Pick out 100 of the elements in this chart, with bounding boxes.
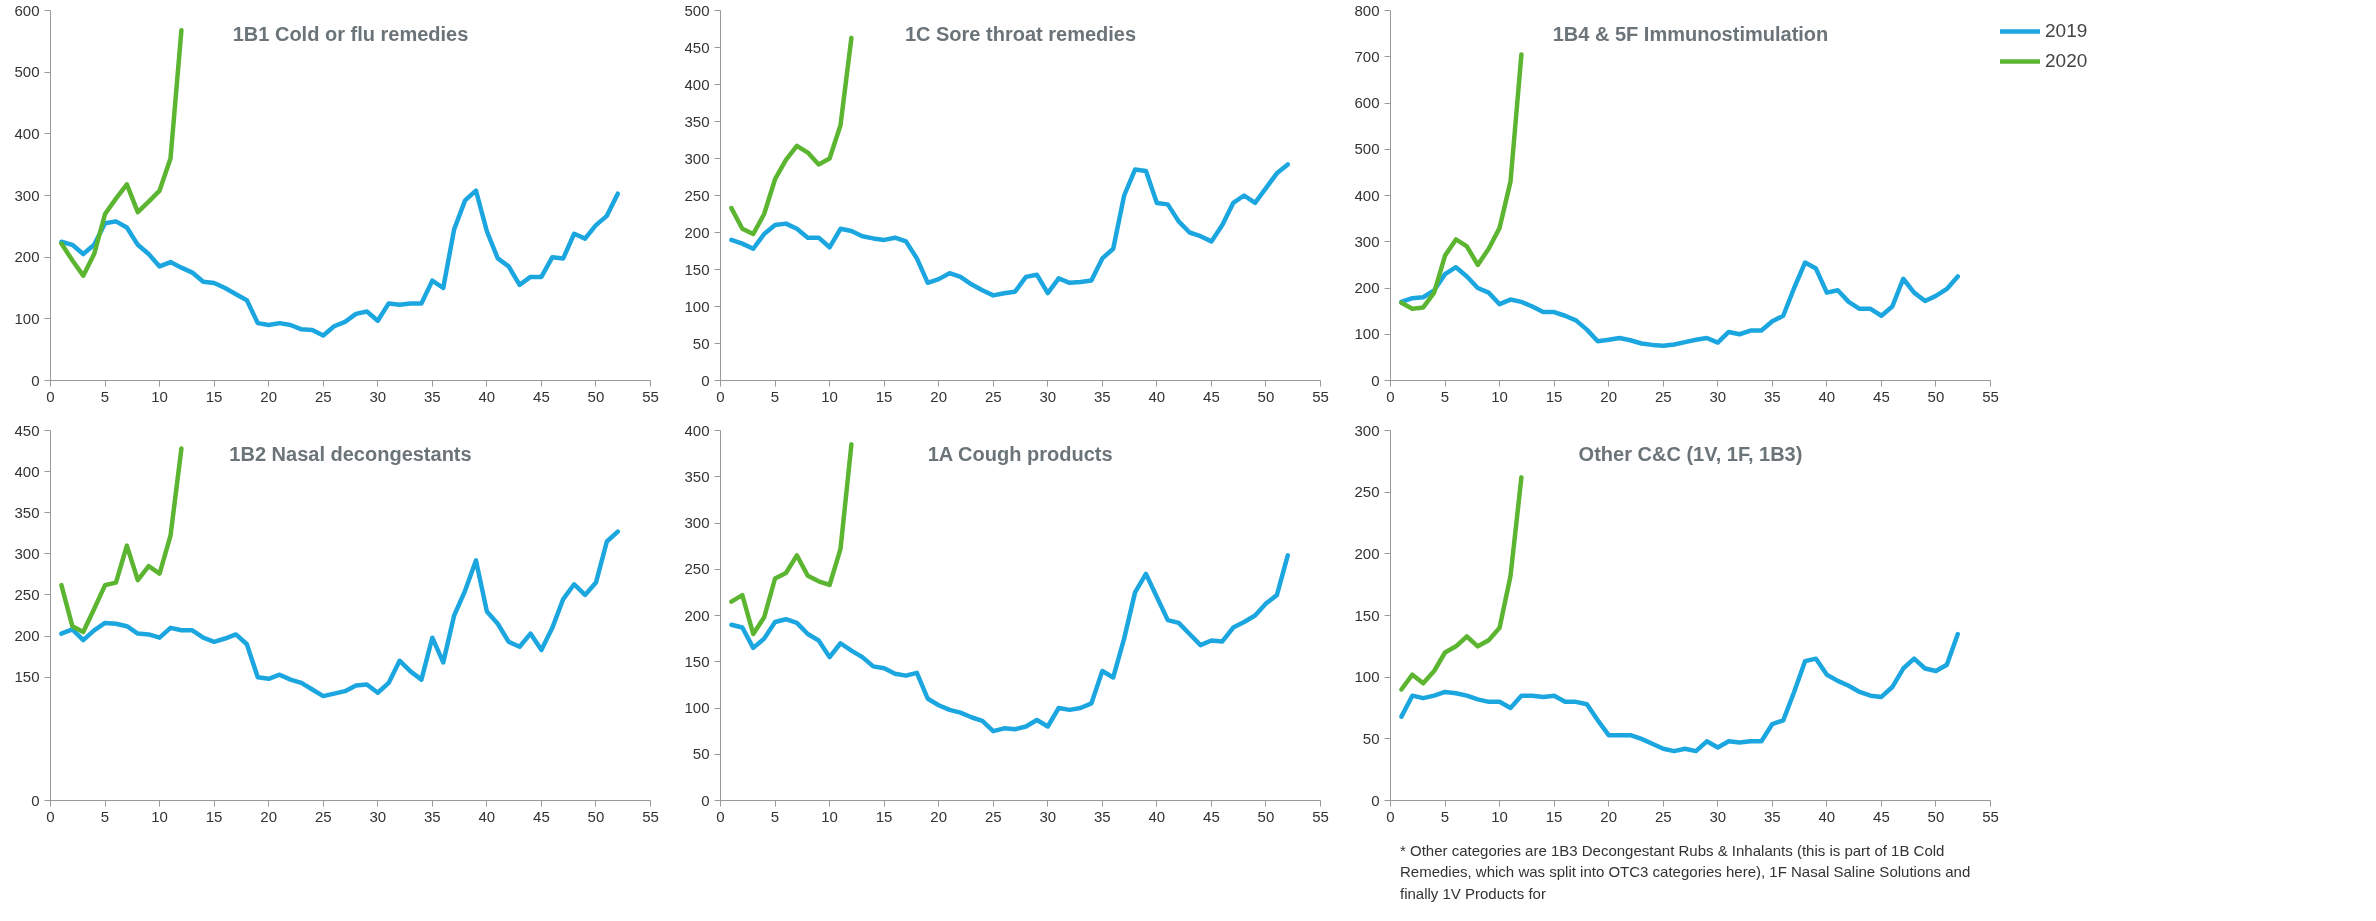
y-tick-label: 300 <box>14 186 40 204</box>
x-tick-label: 50 <box>587 807 605 825</box>
x-tick-label: 30 <box>1039 807 1057 825</box>
y-tick-label: 300 <box>1354 232 1380 250</box>
y-tick-label: 200 <box>1354 544 1380 562</box>
y-tick-label: 300 <box>1354 421 1380 439</box>
x-tick-label: 45 <box>533 807 550 825</box>
y-tick-label: 250 <box>684 186 710 204</box>
x-tick-label: 45 <box>1873 387 1890 405</box>
x-tick-label: 25 <box>984 387 1002 405</box>
line-series <box>1399 260 1961 349</box>
y-tick-label: 0 <box>701 791 710 809</box>
y-tick-label: 300 <box>14 544 40 562</box>
y-tick-label: 250 <box>1354 483 1380 501</box>
x-tick-label: 35 <box>1763 807 1781 825</box>
line-series <box>1399 631 1961 754</box>
x-tick-label: 20 <box>930 807 948 825</box>
line-series <box>729 553 1291 734</box>
y-tick-label: 300 <box>684 514 710 531</box>
text: Other C&C (1V, 1F, 1B3) <box>1578 442 1803 465</box>
x-tick-label: 30 <box>369 807 387 825</box>
x-tick-label: 40 <box>1148 807 1166 825</box>
x-tick-label: 50 <box>1927 807 1945 825</box>
x-tick-label: 10 <box>821 387 838 405</box>
x-tick-label: 10 <box>151 807 168 825</box>
x-tick-label: 55 <box>642 387 659 405</box>
y-tick-label: 500 <box>14 63 40 81</box>
x-tick-label: 0 <box>716 387 725 405</box>
y-tick-label: 0 <box>1371 791 1380 809</box>
line-series <box>729 162 1291 298</box>
y-tick-label: 500 <box>684 1 710 19</box>
y-tick-label: 200 <box>14 627 40 645</box>
x-tick-label: 20 <box>1600 387 1618 405</box>
y-tick-label: 0 <box>31 371 40 389</box>
legend-label: 2020 <box>2045 50 2088 72</box>
y-tick-label: 50 <box>692 334 710 352</box>
text: 1C Sore throat remedies <box>904 22 1137 45</box>
x-tick-label: 50 <box>587 387 605 405</box>
x-tick-label: 0 <box>1386 387 1395 405</box>
y-tick-label: 100 <box>14 309 40 327</box>
line-series <box>729 35 854 237</box>
x-tick-label: 15 <box>875 807 893 825</box>
y-tick-label: 200 <box>14 248 40 266</box>
line-series <box>1399 475 1524 692</box>
x-tick-label: 20 <box>260 807 278 825</box>
x-tick-label: 55 <box>642 807 659 825</box>
x-tick-label: 5 <box>100 807 110 825</box>
x-tick-label: 10 <box>821 807 838 825</box>
y-tick-label: 350 <box>684 467 710 485</box>
y-tick-label: 100 <box>684 699 710 716</box>
x-tick-label: 45 <box>1873 807 1890 825</box>
x-tick-label: 50 <box>1257 807 1275 825</box>
line-series <box>59 27 184 278</box>
x-tick-label: 55 <box>1982 807 1999 825</box>
y-tick-label: 400 <box>1354 186 1380 204</box>
y-tick-label: 50 <box>692 745 710 763</box>
x-tick-label: 20 <box>1600 807 1618 825</box>
x-tick-label: 5 <box>770 807 780 825</box>
x-tick-label: 35 <box>1093 387 1111 405</box>
x-tick-label: 30 <box>369 387 387 405</box>
x-tick-label: 35 <box>423 807 441 825</box>
x-tick-label: 10 <box>151 387 168 405</box>
y-tick-label: 150 <box>1354 606 1380 624</box>
x-tick-label: 0 <box>1386 807 1395 825</box>
x-tick-label: 15 <box>875 387 893 405</box>
x-tick-label: 15 <box>205 387 223 405</box>
x-tick-label: 20 <box>260 387 278 405</box>
x-tick-label: 35 <box>423 387 441 405</box>
y-tick-label: 350 <box>14 503 40 521</box>
text: * Other categories are 1B3 Decongestant Rubs & Inhalants (this is part of 1B Cold Remedies, which was split into OTC3 categories here), 1F Nasal Saline Solutions and finally 1V Products for <box>1400 841 1972 904</box>
line-series <box>59 188 621 338</box>
y-tick-label: 200 <box>684 223 710 241</box>
x-tick-label: 35 <box>1093 807 1111 825</box>
line-series <box>1399 52 1524 312</box>
y-tick-label: 250 <box>14 585 40 603</box>
legend-label: 2019 <box>2045 20 2088 42</box>
x-tick-label: 0 <box>716 807 725 825</box>
x-tick-label: 25 <box>314 387 332 405</box>
y-tick-label: 50 <box>1362 729 1380 747</box>
x-tick-label: 30 <box>1039 387 1057 405</box>
x-tick-label: 5 <box>1440 387 1450 405</box>
y-tick-label: 100 <box>684 297 710 315</box>
y-tick-label: 400 <box>684 421 710 439</box>
x-tick-label: 35 <box>1763 387 1781 405</box>
y-tick-label: 150 <box>684 260 710 278</box>
y-tick-label: 600 <box>1354 94 1380 111</box>
y-tick-label: 300 <box>684 149 710 167</box>
x-tick-label: 0 <box>46 807 55 825</box>
x-tick-label: 40 <box>1148 387 1166 405</box>
x-tick-label: 55 <box>1312 387 1329 405</box>
y-tick-label: 200 <box>1354 279 1380 296</box>
x-tick-label: 15 <box>1545 387 1563 405</box>
x-tick-label: 10 <box>1491 807 1508 825</box>
text: 1B1 Cold or flu remedies <box>232 22 469 45</box>
y-tick-label: 150 <box>14 668 40 686</box>
x-tick-label: 55 <box>1312 807 1329 825</box>
x-tick-label: 5 <box>770 387 780 405</box>
y-tick-label: 0 <box>701 371 710 389</box>
line-series <box>59 529 621 699</box>
y-tick-label: 0 <box>1371 371 1380 389</box>
